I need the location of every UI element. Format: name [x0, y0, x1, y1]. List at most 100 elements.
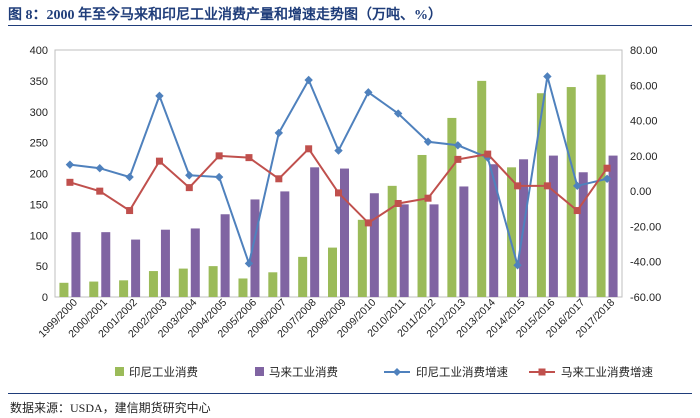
line-point — [274, 128, 284, 138]
y-left-tick-label: 50 — [36, 261, 48, 273]
line-point — [244, 259, 254, 268]
line-point — [423, 137, 433, 146]
legend-label: 印尼工业消费 — [129, 365, 198, 379]
line-point — [185, 184, 193, 192]
legend-marker — [538, 368, 546, 376]
line-point — [304, 75, 313, 85]
line-point — [214, 172, 224, 182]
source-rule — [8, 393, 692, 394]
line-point — [573, 207, 581, 215]
bar — [387, 185, 397, 297]
legend-swatch — [255, 367, 264, 376]
line-point — [125, 172, 134, 182]
bar — [548, 155, 558, 297]
line-point — [66, 178, 74, 186]
legend-label: 印尼工业消费增速 — [416, 365, 508, 379]
bar — [71, 232, 81, 297]
line-point — [96, 187, 104, 195]
bar — [310, 167, 320, 297]
bar — [578, 172, 588, 297]
line-point — [602, 174, 612, 183]
legend-label: 马来工业消费 — [269, 365, 338, 379]
bar — [369, 193, 379, 297]
bar — [268, 272, 278, 297]
y-left-tick-label: 150 — [30, 199, 48, 211]
line-point — [185, 171, 194, 180]
y-left-tick-label: 200 — [30, 169, 48, 181]
bar — [566, 87, 576, 297]
bar — [340, 168, 349, 297]
bar — [131, 239, 141, 297]
legend-marker — [393, 368, 401, 376]
y-right-tick-label: -40.00 — [630, 257, 661, 269]
bar — [596, 74, 606, 297]
y-left-tick-label: 350 — [30, 76, 48, 88]
line-point — [364, 88, 373, 97]
line-point — [95, 164, 104, 173]
bar — [507, 167, 517, 297]
line-point — [155, 157, 163, 165]
line-point — [603, 164, 611, 172]
legend-swatch — [115, 367, 124, 376]
y-right-tick-label: -60.00 — [630, 292, 661, 304]
bar — [190, 228, 200, 297]
bar — [298, 256, 308, 297]
bar — [238, 278, 248, 297]
y-left-tick-label: 100 — [30, 230, 48, 242]
bar — [178, 268, 188, 297]
line-point — [364, 219, 372, 227]
line-point — [454, 155, 462, 163]
legend-label: 马来工业消费增速 — [561, 365, 653, 379]
line-point — [335, 189, 342, 197]
y-right-tick-label: 0.00 — [630, 186, 651, 198]
title-rule — [8, 25, 692, 26]
y-right-tick-label: 60.00 — [630, 80, 658, 92]
line-point — [65, 160, 75, 169]
figure-title: 图 8：2000 年至今马来和印尼工业消费产量和增速走势图（万吨、%） — [8, 8, 442, 23]
bar — [250, 199, 260, 297]
line-point — [543, 182, 551, 190]
y-right-tick-label: 80.00 — [630, 45, 658, 57]
y-right-tick-label: 20.00 — [630, 151, 658, 163]
line-point — [573, 181, 582, 191]
bar — [429, 204, 439, 297]
y-right-tick-label: -20.00 — [630, 221, 661, 233]
y-left-tick-label: 0 — [42, 292, 48, 304]
bar — [447, 117, 457, 297]
line-point — [275, 175, 283, 183]
bar — [119, 280, 129, 297]
bar — [280, 191, 290, 297]
bar — [160, 229, 170, 297]
bar — [148, 271, 158, 297]
bar — [59, 282, 69, 297]
bar — [477, 80, 487, 297]
y-right-tick-label: 40.00 — [630, 116, 658, 128]
line-point — [126, 207, 134, 215]
line-point — [543, 72, 552, 81]
bar — [417, 154, 427, 297]
line-point — [394, 199, 402, 207]
bar — [89, 281, 99, 297]
line-point — [334, 146, 343, 155]
bar — [536, 93, 546, 297]
y-left-tick-label: 250 — [30, 138, 48, 150]
line-point — [155, 91, 164, 101]
y-left-tick-label: 300 — [30, 107, 48, 119]
bar — [357, 219, 367, 297]
bar — [399, 204, 409, 297]
line-point — [393, 109, 403, 118]
line-point — [305, 145, 313, 153]
bar — [101, 232, 111, 297]
source-note: 数据来源：USDA，建信期货研究中心 — [10, 401, 211, 415]
line-point — [245, 154, 253, 162]
y-left-tick-label: 400 — [30, 45, 48, 57]
line-point — [514, 182, 522, 190]
line-point — [513, 261, 522, 270]
plot-area — [54, 49, 623, 298]
bar — [328, 247, 337, 297]
bar — [489, 164, 499, 297]
bar — [208, 266, 218, 297]
bar — [220, 214, 230, 297]
bar — [459, 186, 469, 297]
